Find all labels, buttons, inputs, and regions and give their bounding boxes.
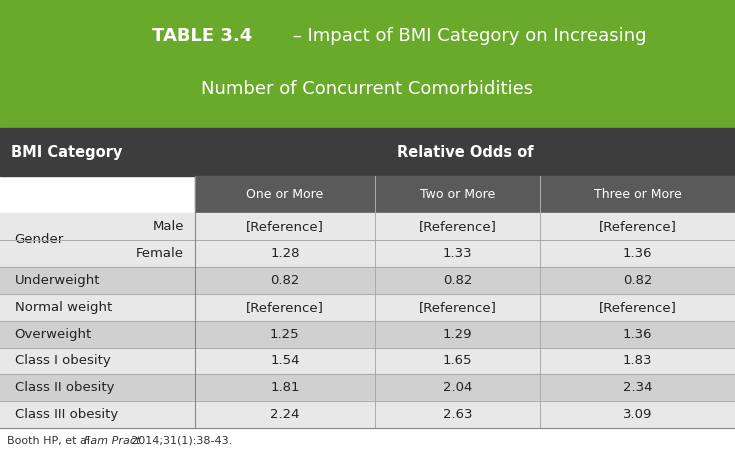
Text: BMI Category: BMI Category [11,145,123,160]
Text: . 2014;31(1):38-43.: . 2014;31(1):38-43. [124,436,232,446]
Bar [0,294,735,321]
Bar [0,213,735,240]
Bar [0,375,735,401]
Bar [0,128,735,176]
Text: Fam Pract: Fam Pract [84,436,140,446]
Bar [0,240,735,267]
Text: 1.54: 1.54 [270,354,300,367]
Bar [0,401,735,428]
Text: 2.04: 2.04 [443,382,472,394]
Text: 3.09: 3.09 [623,408,652,421]
Text: [Reference]: [Reference] [419,300,496,314]
Text: 0.82: 0.82 [623,274,652,287]
Text: 0.82: 0.82 [270,274,299,287]
Text: [Reference]: [Reference] [246,300,323,314]
Bar [0,267,735,294]
Text: 2.24: 2.24 [270,408,300,421]
Text: 1.28: 1.28 [270,247,300,260]
Text: 1.65: 1.65 [442,354,473,367]
Text: Gender: Gender [15,234,64,246]
Text: 1.83: 1.83 [623,354,653,367]
Text: 1.25: 1.25 [270,327,300,341]
Text: 1.33: 1.33 [442,247,473,260]
Text: One or More: One or More [246,188,323,201]
Text: Three or More: Three or More [594,188,681,201]
Bar [0,0,735,128]
Text: 1.36: 1.36 [623,247,653,260]
Text: – Impact of BMI Category on Increasing: – Impact of BMI Category on Increasing [287,27,647,45]
Text: 1.81: 1.81 [270,382,300,394]
Text: 2.34: 2.34 [623,382,653,394]
Bar [0,348,735,375]
Text: TABLE 3.4: TABLE 3.4 [152,27,252,45]
Text: [Reference]: [Reference] [246,220,323,233]
Text: [Reference]: [Reference] [599,220,676,233]
Text: Class II obesity: Class II obesity [15,382,114,394]
Text: Underweight: Underweight [15,274,100,287]
Text: Number of Concurrent Comorbidities: Number of Concurrent Comorbidities [201,80,534,98]
Text: 1.29: 1.29 [442,327,473,341]
Text: [Reference]: [Reference] [599,300,676,314]
Text: 0.82: 0.82 [443,274,472,287]
Text: [Reference]: [Reference] [419,220,496,233]
Bar [0,321,735,348]
Text: Overweight: Overweight [15,327,92,341]
Text: Normal weight: Normal weight [15,300,112,314]
Text: Booth HP, et al.: Booth HP, et al. [7,436,98,446]
Text: Male: Male [152,220,184,233]
Text: Relative Odds of: Relative Odds of [397,145,533,160]
Text: 1.36: 1.36 [623,327,653,341]
Text: Class I obesity: Class I obesity [15,354,110,367]
Text: 2.63: 2.63 [442,408,473,421]
Text: Two or More: Two or More [420,188,495,201]
Bar [195,176,735,213]
Text: Female: Female [136,247,184,260]
Text: Class III obesity: Class III obesity [15,408,118,421]
